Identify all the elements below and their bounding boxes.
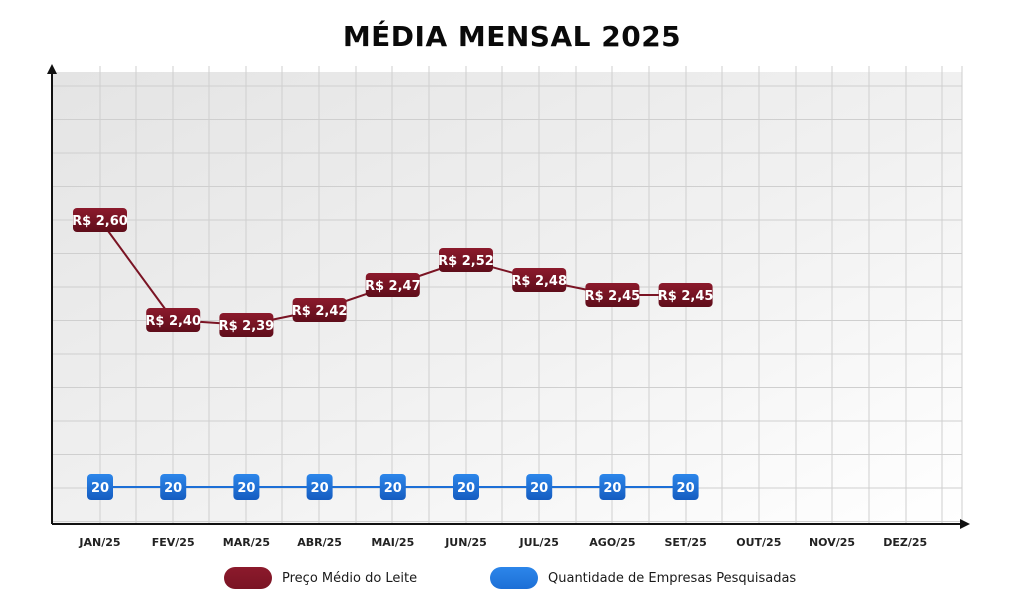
quantidade-data-label: 20 [91, 481, 109, 496]
quantidade-data-label: 20 [384, 481, 402, 496]
x-axis-tick-labels: JAN/25 FEV/25 MAR/25 ABR/25 MAI/25 JUN/25 JUL/… [78, 536, 927, 549]
x-tick-label: MAR/25 [223, 536, 270, 549]
preco-point [146, 308, 201, 332]
x-tick-label: NOV/25 [809, 536, 855, 549]
quantidade-data-label: 20 [237, 481, 255, 496]
x-tick-label: MAI/25 [371, 536, 414, 549]
chart-title: MÉDIA MENSAL 2025 [342, 20, 682, 53]
preco-data-label: R$ 2,52 [438, 254, 494, 269]
preco-point [585, 283, 640, 307]
quantidade-data-label: 20 [603, 481, 621, 496]
x-tick-label: AGO/25 [589, 536, 635, 549]
preco-point [365, 273, 420, 297]
x-tick-label: DEZ/25 [883, 536, 927, 549]
preco-point [512, 268, 567, 292]
x-tick-label: JAN/25 [78, 536, 120, 549]
x-tick-label: ABR/25 [297, 536, 342, 549]
x-axis-arrow-icon [960, 519, 970, 529]
plot-background [52, 72, 962, 524]
preco-point [292, 298, 347, 322]
quantidade-point [379, 474, 406, 500]
quantidade-point [453, 474, 479, 500]
series-preco-medio: R$ 2,60 R$ 2,40 R$ 2,39 R$ 2,42 R$ 2,47 R$ 2,… [72, 208, 713, 337]
preco-data-label: R$ 2,42 [292, 304, 348, 319]
y-axis-arrow-icon [47, 64, 57, 74]
legend-label-quantidade: Quantidade de Empresas Pesquisadas [548, 570, 797, 586]
x-tick-label: OUT/25 [736, 536, 781, 549]
preco-data-label: R$ 2,45 [585, 289, 641, 304]
x-tick-label: SET/25 [664, 536, 706, 549]
quantidade-point [233, 474, 260, 500]
series-quantidade-empresas: 20 20 20 20 20 20 20 20 20 [87, 474, 699, 500]
preco-data-label: R$ 2,48 [511, 274, 567, 289]
quantidade-data-label: 20 [457, 481, 475, 496]
quantidade-point [672, 474, 699, 500]
x-tick-label: JUN/25 [444, 536, 487, 549]
quantidade-point [87, 474, 113, 500]
preco-point [658, 283, 713, 307]
quantidade-point [526, 474, 553, 500]
legend-item-preco: Preço Médio do Leite [224, 566, 417, 590]
legend-swatch-preco [224, 567, 272, 589]
quantidade-data-label: 20 [311, 481, 329, 496]
preco-point [73, 208, 127, 232]
preco-point [439, 248, 493, 272]
legend-item-quantidade: Quantidade de Empresas Pesquisadas [490, 566, 796, 590]
x-tick-label: JUL/25 [519, 536, 559, 549]
preco-data-label: R$ 2,39 [219, 319, 275, 334]
preco-data-label: R$ 2,60 [72, 214, 128, 229]
x-tick-label: FEV/25 [152, 536, 195, 549]
preco-data-label: R$ 2,45 [658, 289, 714, 304]
preco-point [219, 313, 274, 337]
legend-label-preco: Preço Médio do Leite [282, 570, 418, 586]
quantidade-point [599, 474, 626, 500]
quantidade-data-label: 20 [530, 481, 548, 496]
preco-data-label: R$ 2,40 [145, 314, 201, 329]
quantidade-point [306, 474, 333, 500]
grid [51, 66, 963, 524]
legend-swatch-quantidade [490, 567, 538, 589]
quantidade-point [160, 474, 187, 500]
quantidade-data-label: 20 [164, 481, 182, 496]
preco-data-label: R$ 2,47 [365, 279, 421, 294]
quantidade-data-label: 20 [677, 481, 695, 496]
axes [47, 64, 970, 529]
legend: Preço Médio do Leite Quantidade de Empre… [0, 566, 1024, 590]
